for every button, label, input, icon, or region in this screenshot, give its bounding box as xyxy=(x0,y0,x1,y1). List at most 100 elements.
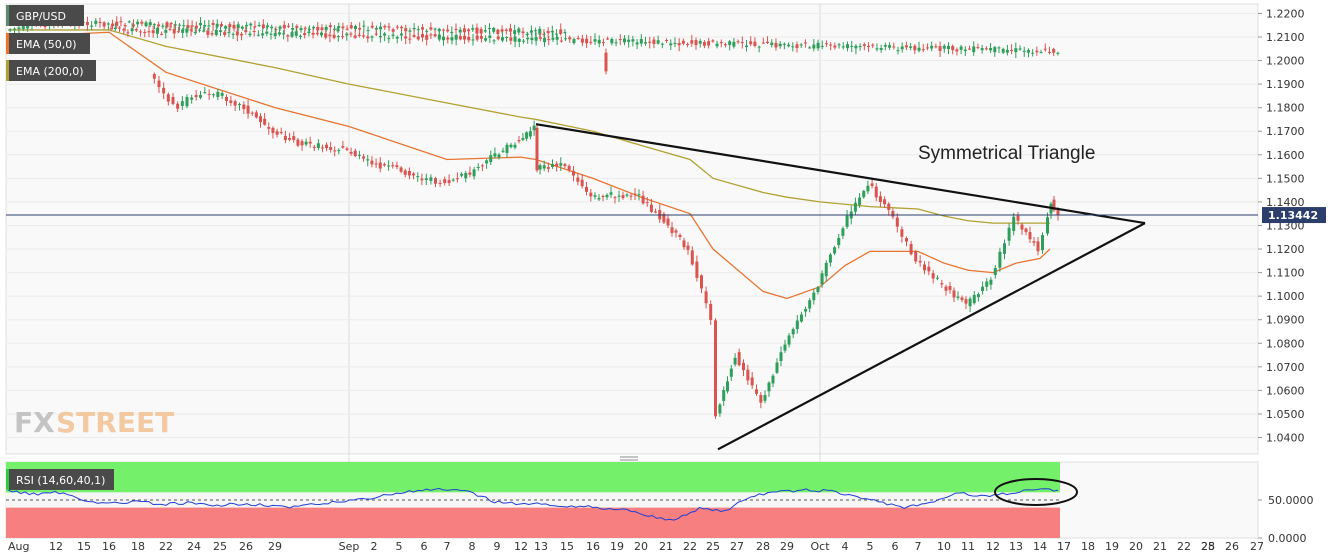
candle-body xyxy=(997,47,1001,49)
candle-body xyxy=(845,44,849,49)
x-tick-label: 13 xyxy=(1009,540,1023,553)
candle-body xyxy=(136,21,140,25)
candle-body xyxy=(737,352,741,366)
candle-body xyxy=(232,24,236,29)
candle-body xyxy=(1035,50,1039,53)
y-tick-label: 1.1000 xyxy=(1266,290,1305,303)
candle-body xyxy=(279,132,283,134)
main-plot-area xyxy=(5,3,1259,455)
x-tick-label: 16 xyxy=(102,540,116,553)
candle-body xyxy=(399,167,403,172)
candle-body xyxy=(387,26,391,28)
current-price-badge: 1.13442 xyxy=(1262,207,1326,224)
candle-body xyxy=(547,39,551,41)
candle-body xyxy=(529,30,533,33)
candle-body xyxy=(551,37,555,40)
candle-body xyxy=(303,32,307,36)
candle-body xyxy=(447,180,451,184)
candle-body xyxy=(225,96,228,101)
legend-gbpusd[interactable]: GBP/USD xyxy=(6,5,84,26)
x-tick-label: 5 xyxy=(396,540,403,553)
candle-body xyxy=(370,160,374,165)
candle-body xyxy=(379,26,383,30)
candle-body xyxy=(180,101,184,106)
candle-body xyxy=(238,104,241,106)
candle-body xyxy=(391,29,395,32)
candle-body xyxy=(399,33,403,36)
candle-body xyxy=(729,368,733,377)
pane-splitter-handle[interactable] xyxy=(620,456,638,461)
candle-body xyxy=(555,33,559,35)
candle-body xyxy=(637,194,641,196)
x-tick-label: 18 xyxy=(1081,540,1095,553)
candle-body xyxy=(900,46,904,50)
candle-body xyxy=(307,29,311,31)
candle-body xyxy=(702,42,706,46)
candle-body xyxy=(625,194,629,196)
candle-body xyxy=(639,38,643,44)
candle-body xyxy=(496,36,500,40)
candle-body xyxy=(770,42,774,46)
upper-trendline[interactable] xyxy=(535,123,1146,225)
candle-body xyxy=(13,28,17,30)
candle-body xyxy=(597,198,601,200)
candle-body xyxy=(1041,235,1044,251)
candle-body xyxy=(320,27,324,30)
candle-body xyxy=(190,97,194,100)
candle-body xyxy=(559,40,563,42)
candle-body xyxy=(542,33,546,35)
candle-body xyxy=(888,45,892,48)
candle-body xyxy=(468,172,472,175)
candle-body xyxy=(546,167,550,169)
candle-body xyxy=(312,26,316,29)
candle-body xyxy=(278,26,282,29)
candle-body xyxy=(210,33,214,35)
candle-body xyxy=(224,26,228,29)
legend-rsi[interactable]: RSI (14,60,40,1) xyxy=(6,469,114,490)
candle-body xyxy=(357,34,361,36)
candle-body xyxy=(604,52,608,72)
lower-trendline[interactable] xyxy=(717,222,1146,451)
candle-body xyxy=(1012,216,1016,232)
candle-body xyxy=(909,46,913,48)
candle-body xyxy=(665,39,669,41)
x-tick-label: 26 xyxy=(1225,540,1239,553)
candle-body xyxy=(416,176,420,178)
x-tick-label: Aug xyxy=(8,540,29,553)
candle-body xyxy=(955,49,959,52)
candle-body xyxy=(538,37,542,39)
candle-body xyxy=(311,32,315,35)
x-tick-label: 22 xyxy=(1177,540,1191,553)
candle-body xyxy=(214,29,218,36)
y-tick-label: 1.0800 xyxy=(1266,337,1305,350)
candle-body xyxy=(245,24,249,27)
candle-body xyxy=(164,29,168,33)
candle-body xyxy=(858,197,862,205)
candle-body xyxy=(782,43,786,45)
candle-body xyxy=(528,131,532,137)
candle-body xyxy=(1056,52,1060,54)
candle-body xyxy=(316,143,320,148)
candle-body xyxy=(126,32,130,34)
candle-body xyxy=(157,24,161,27)
candle-body xyxy=(946,45,950,50)
candle-body xyxy=(462,28,466,33)
candle-body xyxy=(273,33,277,37)
candle-body xyxy=(829,44,833,46)
candle-body xyxy=(1032,241,1036,243)
candle-body xyxy=(472,169,476,177)
legend-ema200[interactable]: EMA (200,0) xyxy=(6,60,96,81)
candle-body xyxy=(610,38,614,44)
candle-body xyxy=(775,362,779,373)
candle-body xyxy=(944,286,948,291)
candle-body xyxy=(767,382,771,392)
x-tick-label: 5 xyxy=(867,540,874,553)
x-tick-label: 29 xyxy=(780,540,794,553)
candle-body xyxy=(467,29,471,32)
candle-body xyxy=(460,173,464,176)
x-tick-label: 29 xyxy=(268,540,282,553)
legend-ema50[interactable]: EMA (50,0) xyxy=(6,33,90,54)
candle-body xyxy=(131,24,135,27)
candle-body xyxy=(127,21,131,23)
candle-body xyxy=(718,404,722,414)
